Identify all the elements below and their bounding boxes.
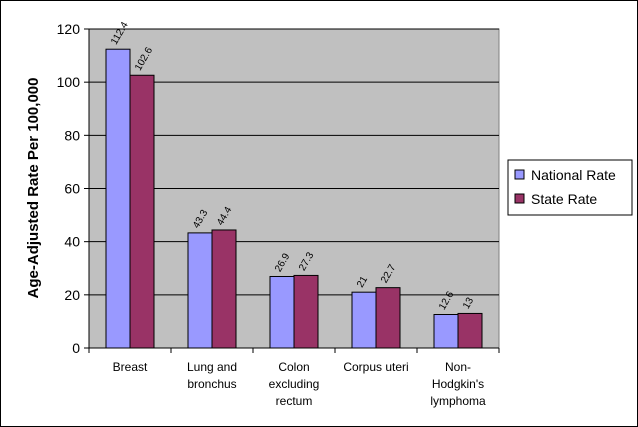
- data-label: 21: [355, 274, 370, 290]
- bar-state-rate: [293, 274, 319, 349]
- axes: 0 20 40 60 80 100 120 Breast Lung and bronchus Col…: [57, 21, 500, 408]
- y-tick-label: 0: [72, 340, 80, 356]
- bar-national-rate: [105, 48, 131, 349]
- bar-state-rate: [375, 287, 401, 349]
- y-tick-label: 60: [64, 181, 80, 197]
- x-category-label: Non-Hodgkin's lymphoma: [430, 360, 486, 408]
- y-tick-label: 40: [64, 234, 80, 250]
- x-category-label: Corpus uteri: [343, 360, 408, 374]
- legend: National Rate State Rate: [507, 159, 633, 216]
- y-tick-label: 20: [64, 287, 80, 303]
- legend-entry: National Rate: [531, 167, 616, 183]
- legend-swatch: [514, 193, 525, 204]
- y-axis-title: Age-Adjusted Rate Per 100,000: [25, 78, 42, 299]
- bar-national-rate: [187, 232, 213, 349]
- y-tick-label: 80: [64, 127, 80, 143]
- legend-swatch: [514, 169, 525, 180]
- bar-state-rate: [457, 312, 483, 349]
- y-tick-label: 100: [57, 74, 81, 90]
- bars: [105, 48, 483, 349]
- legend-box: [507, 159, 633, 216]
- y-tick-label: 120: [57, 21, 81, 37]
- bar-state-rate: [129, 74, 155, 349]
- bar-national-rate: [351, 291, 377, 349]
- bar-state-rate: [211, 229, 237, 349]
- x-category-label: Colon excluding rectum: [269, 360, 320, 408]
- bar-national-rate: [269, 275, 295, 349]
- x-category-label: Breast: [113, 360, 148, 374]
- legend-entry: State Rate: [531, 191, 597, 207]
- x-category-label: Lung and bronchus: [187, 360, 237, 391]
- bar-national-rate: [433, 314, 459, 349]
- data-label: 13: [461, 295, 476, 311]
